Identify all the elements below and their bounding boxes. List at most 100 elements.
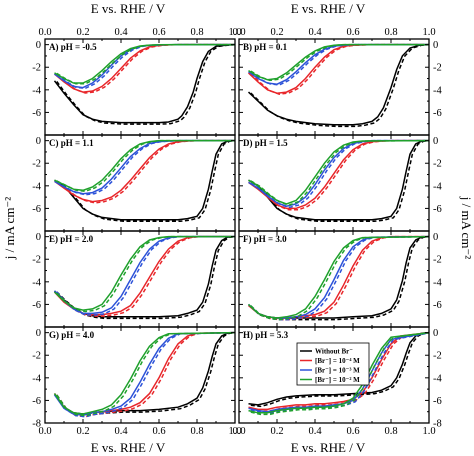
series-without-dashed <box>56 332 235 417</box>
series-group <box>248 139 429 223</box>
series-group <box>247 235 429 321</box>
series-c3 <box>248 139 429 207</box>
plot-frame <box>238 134 430 232</box>
series-without-dashed <box>56 236 235 320</box>
y-tick-label: -6 <box>433 204 442 215</box>
x-tick-label: 0.2 <box>76 426 89 437</box>
x-tick-label: 0.8 <box>384 426 397 437</box>
y-tick-label: -2 <box>32 63 41 74</box>
panel-title: A) pH = -0.5 <box>49 42 97 52</box>
panel-title: H) pH = 5.3 <box>243 330 289 340</box>
panel-h: 0 -2 -4 -6 -8 0.0 0.2 0.4 0.6 0.8 1.0 H) pH = 5.3 <box>232 326 442 437</box>
y-tick-label: -4 <box>32 277 41 288</box>
series-group <box>247 43 429 128</box>
x-tick-label: 0.8 <box>190 27 203 38</box>
legend-label: [Br⁻] = 10⁻² M <box>315 376 360 384</box>
panel-e: 0 -2 -4 -6 E) pH = 2.0 <box>32 230 236 328</box>
y-tick-label: -2 <box>32 255 41 266</box>
series-c2 <box>53 235 235 311</box>
series-group <box>54 139 235 223</box>
plot-frame <box>44 230 236 328</box>
y-tick-label: 0 <box>36 136 41 147</box>
series-c3 <box>247 235 429 319</box>
y-tick-label: 0 <box>433 40 438 51</box>
y-tick-label: -6 <box>433 108 442 119</box>
panel-f: 0 -2 -4 -6 F) pH = 3.0 <box>238 230 442 328</box>
x-tick-label: 0.4 <box>308 426 322 437</box>
series-c2 <box>247 235 429 319</box>
panel-g: 0-2-4-6-80.0 0.2 0.4 0.6 0.8 1.0G) pH = 4.0 <box>32 326 242 437</box>
legend-label: Without Br⁻ <box>315 348 353 356</box>
y-tick-label: 0 <box>36 40 41 51</box>
y-tick-label: -4 <box>32 373 41 384</box>
series-c4-dashed <box>250 235 429 321</box>
x-tick-label: 0.6 <box>346 27 359 38</box>
series-c4 <box>54 139 235 203</box>
series-c4-dashed <box>250 43 429 95</box>
x-tick-label: 0.0 <box>232 27 245 38</box>
panel-a: 0 -2 -4 -6 0.0 0.2 0.4 0.6 0.8 1.0 A) pH = -0.5 <box>32 27 242 136</box>
x-tick-label: 1.0 <box>228 426 241 437</box>
series-group <box>248 331 429 416</box>
series-c3 <box>53 235 235 315</box>
series-group <box>53 331 235 418</box>
series-without <box>247 235 429 319</box>
y-tick-label: -2 <box>433 63 442 74</box>
y-tick-label: -4 <box>32 181 41 192</box>
series-c3-dashed <box>56 235 235 316</box>
x-tick-label: 0.4 <box>114 426 128 437</box>
x-tick-label: 1.0 <box>228 27 241 38</box>
y-tick-label: -4 <box>433 85 442 96</box>
y-tick-label: -6 <box>32 204 41 215</box>
panel-title: G) pH = 4.0 <box>49 330 95 340</box>
y-tick-label: -4 <box>433 373 442 384</box>
y-tick-label: 0 <box>36 232 41 243</box>
series-c3-dashed <box>250 235 429 321</box>
y-axis-title-right: j / mA cm⁻² <box>459 196 474 260</box>
x-tick-label: 1.0 <box>422 27 435 38</box>
x-tick-label: 0.0 <box>38 426 51 437</box>
series-c2 <box>54 43 235 84</box>
series-c2 <box>53 331 235 415</box>
panel-grid: 0 -2 -4 -6 0.0 0.2 0.4 0.6 0.8 1.0 A) pH = -0.5 0 -2… <box>32 27 442 437</box>
x-tick-label: 0.4 <box>308 27 322 38</box>
legend-label: [Br⁻] = 10⁻³ M <box>315 367 360 375</box>
series-group <box>53 235 235 320</box>
series-c4 <box>248 331 429 411</box>
y-tick-label: 0 <box>433 232 438 243</box>
top-x-axis-title-right: E vs. RHE / V <box>291 1 366 16</box>
y-tick-label: -4 <box>433 181 442 192</box>
series-without-dashed <box>250 236 429 321</box>
panel-c: 0 -2 -4 -6 C) pH = 1.1 <box>32 134 236 232</box>
panel-d: 0 -2 -4 -6 D) pH = 1.5 <box>238 134 442 232</box>
x-tick-label: 0.8 <box>384 27 397 38</box>
y-tick-label: 0 <box>433 328 438 339</box>
series-without-dashed <box>250 332 429 408</box>
y-tick-label: -2 <box>433 255 442 266</box>
panel-title: D) pH = 1.5 <box>243 138 288 148</box>
y-tick-label: -2 <box>433 159 442 170</box>
y-tick-label: -4 <box>32 85 41 96</box>
plot-frame <box>238 38 430 136</box>
x-tick-label: 0.8 <box>190 426 203 437</box>
x-tick-label: 0.4 <box>114 27 128 38</box>
series-c2-dashed <box>250 235 429 321</box>
series-without <box>248 331 429 406</box>
series-c2 <box>248 331 429 414</box>
x-tick-label: 1.0 <box>422 426 435 437</box>
legend-label: [Br⁻] = 10⁻⁴ M <box>315 357 360 365</box>
x-tick-label: 0.2 <box>270 426 283 437</box>
x-tick-label: 0.6 <box>346 426 359 437</box>
y-tick-label: 0 <box>433 136 438 147</box>
series-c2 <box>54 139 235 192</box>
series-c2 <box>248 43 429 81</box>
series-c4 <box>248 235 429 319</box>
x-tick-label: 0.0 <box>38 27 51 38</box>
panel-title: B) pH = 0.1 <box>243 42 288 52</box>
series-without <box>248 139 429 221</box>
series-without-dashed <box>250 43 429 128</box>
y-tick-label: -6 <box>433 396 442 407</box>
series-c3-dashed <box>56 139 235 196</box>
panel-title: F) pH = 3.0 <box>243 234 287 244</box>
